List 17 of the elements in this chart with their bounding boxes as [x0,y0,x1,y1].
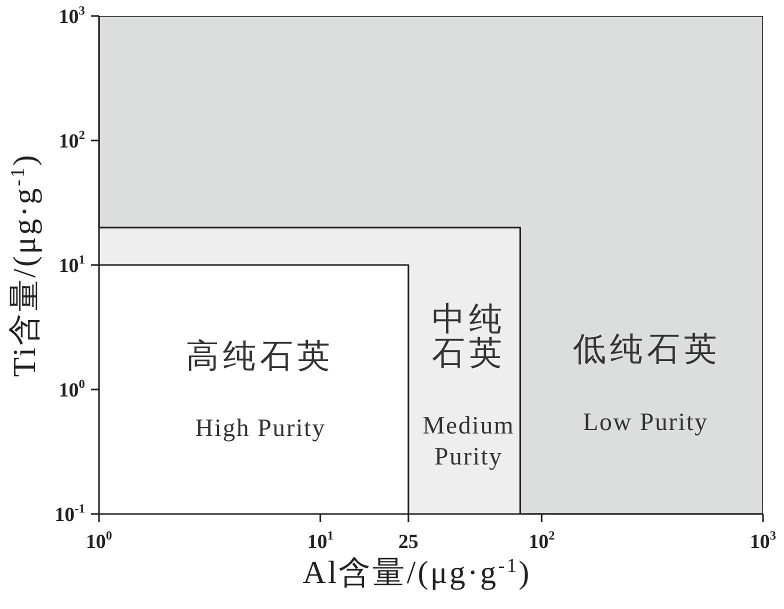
annotation: 低纯石英 [573,332,721,368]
y-tick-label: 10$^{-1}$ [54,502,85,526]
x-tick-label: 10$^{0}$ [86,528,112,553]
annotation: Low Purity [583,409,708,436]
annotation: High Purity [195,415,326,442]
x-tick-label: 25 [398,531,418,553]
y-tick-label: 10$^{1}$ [58,252,85,277]
x-tick-label: 10$^{2}$ [528,528,555,553]
y-tick-label: 10$^{3}$ [58,4,85,28]
y-tick-label: 10$^{2}$ [58,128,85,152]
annotation: Medium Purity [422,412,515,470]
x-tick-label: 10$^{3}$ [750,528,776,553]
annotation: 中纯石英 [432,302,506,372]
x-tick-label: 10$^{1}$ [307,528,334,553]
annotation: 高纯石英 [186,338,334,375]
x-axis-title: Al含量/(μg·g$^{-1}$) [302,554,532,590]
y-tick-label: 10$^{0}$ [58,377,85,402]
